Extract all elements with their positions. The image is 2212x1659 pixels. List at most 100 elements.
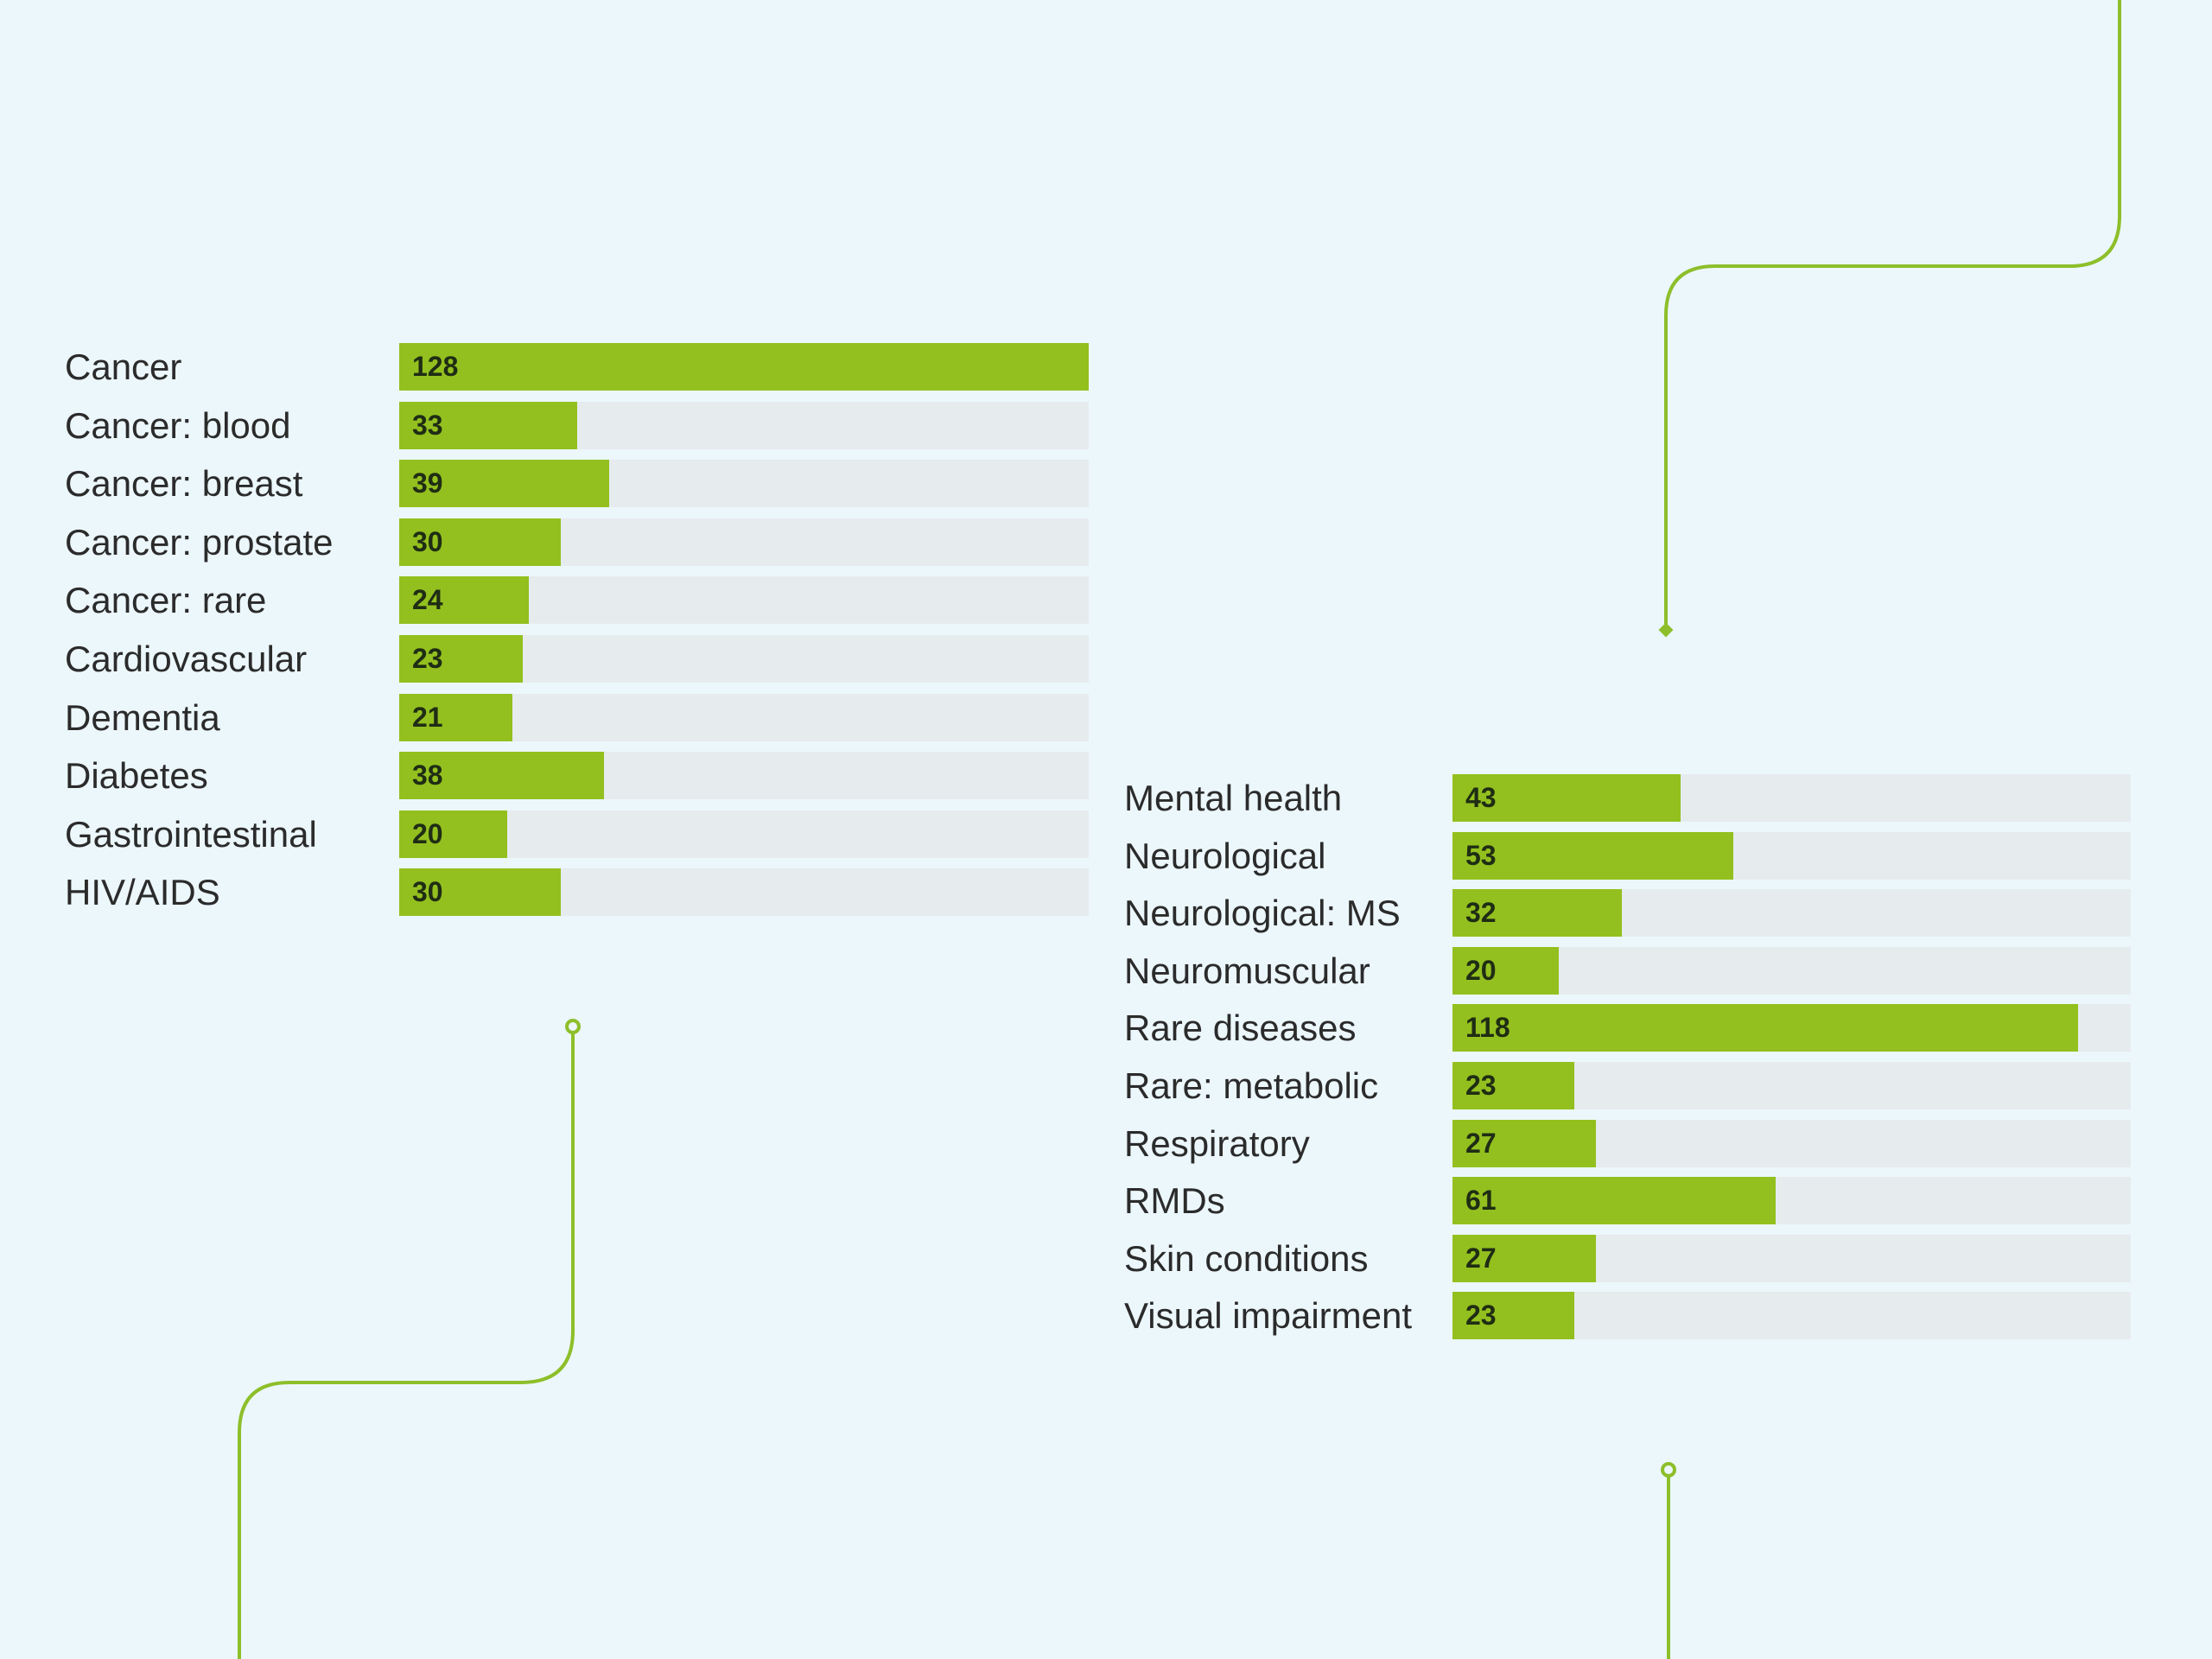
bar-row-cancer-prostate: Cancer: prostate 30 [65,518,1089,566]
bar: 27 [1452,1119,1596,1167]
category-label: Rare diseases [1124,1007,1357,1049]
bar-track: 27 [1452,1119,2131,1167]
category-label: Visual impairment [1124,1295,1413,1337]
bar-row-rare-metabolic: Rare: metabolic 23 [1124,1062,2131,1109]
bar-track: 33 [399,401,1089,449]
bar-value-label: 20 [412,817,443,849]
bar-track: 53 [1452,831,2131,880]
bar-track: 21 [399,693,1089,741]
bar-value-label: 43 [1465,782,1497,813]
bar-track: 61 [1452,1177,2131,1225]
bar-track: 30 [399,518,1089,566]
bar: 53 [1452,831,1734,880]
bar-track: 43 [1452,774,2131,822]
bar: 20 [1452,946,1559,995]
category-label: Mental health [1124,778,1343,818]
bar-row-gastrointestinal: Gastrointestinal 20 [65,810,1089,858]
bar-value-label: 23 [1465,1300,1497,1332]
bar-value-label: 61 [1465,1185,1497,1217]
bar: 30 [399,518,562,566]
bar: 23 [1452,1062,1575,1109]
bar-value-label: 30 [412,876,443,908]
category-label: Diabetes [65,755,208,797]
bar-value-label: 21 [412,701,443,733]
connector-diamond-marker [1658,622,1674,638]
bar-row-rmds: RMDs 61 [1124,1177,2131,1225]
bar-row-dementia: Dementia 21 [65,693,1089,741]
bar-value-label: 33 [412,409,443,441]
bar-track: 27 [1452,1234,2131,1282]
bar-track: 20 [399,810,1089,858]
category-label: HIV/AIDS [65,872,220,913]
bar-row-neuromuscular: Neuromuscular 20 [1124,946,2131,995]
category-label: Neuromuscular [1124,950,1370,991]
bar-value-label: 39 [412,467,443,499]
bar-value-label: 24 [412,584,443,616]
category-label: Dementia [65,696,220,738]
category-label: Cancer: rare [65,580,267,621]
category-label: Neurological [1124,835,1326,876]
bar-row-respiratory: Respiratory 27 [1124,1119,2131,1167]
category-label: Neurological: MS [1124,893,1401,934]
bar: 128 [399,343,1089,391]
connector-circle-marker-right [1661,1462,1676,1478]
bar-row-neurological: Neurological 53 [1124,831,2131,880]
bar: 61 [1452,1177,1777,1225]
bar: 23 [399,635,524,683]
category-label: Cancer: breast [65,463,303,505]
connector-line-top-right [1664,0,2121,624]
bar-row-diabetes: Diabetes 38 [65,752,1089,800]
bar-chart-right: Mental health 43 Neurological 53 Neurologica… [1124,774,2131,1343]
bar-track: 20 [1452,946,2131,995]
category-label: Skin conditions [1124,1237,1369,1279]
category-label: Cancer: prostate [65,521,334,563]
bar-track: 23 [1452,1062,2131,1109]
category-label: Gastrointestinal [65,813,317,855]
category-label: Cardiovascular [65,639,308,679]
bar-value-label: 27 [1465,1127,1497,1159]
category-label: RMDs [1124,1180,1225,1222]
bar-value-label: 128 [412,351,459,382]
connector-circle-marker-left [565,1019,581,1034]
category-label: Cancer: blood [65,404,291,446]
bar-value-label: 38 [412,760,443,791]
bar: 23 [1452,1292,1575,1340]
bar-track: 30 [399,868,1089,917]
bar: 33 [399,401,577,449]
bar-value-label: 27 [1465,1242,1497,1274]
bar-value-label: 23 [1465,1070,1497,1101]
bar: 118 [1452,1004,2078,1052]
bar-track: 118 [1452,1004,2131,1052]
bar-row-neurological-ms: Neurological: MS 32 [1124,889,2131,938]
bar-row-cancer: Cancer 128 [65,343,1089,391]
bar-row-visual-impairment: Visual impairment 23 [1124,1292,2131,1340]
category-label: Rare: metabolic [1124,1065,1379,1106]
bar-value-label: 20 [1465,954,1497,986]
bar-row-hiv-aids: HIV/AIDS 30 [65,868,1089,917]
category-label: Respiratory [1124,1122,1310,1164]
bar: 20 [399,810,507,858]
bar-row-cancer-blood: Cancer: blood 33 [65,401,1089,449]
bar: 39 [399,460,610,508]
bar-track: 38 [399,752,1089,800]
bar-track: 32 [1452,889,2131,938]
bar-row-cardiovascular: Cardiovascular 23 [65,635,1089,683]
bar-row-skin-conditions: Skin conditions 27 [1124,1234,2131,1282]
bar-track: 128 [399,343,1089,391]
bar-track: 39 [399,460,1089,508]
bar: 43 [1452,774,1681,822]
category-label: Cancer [65,346,182,387]
bar-value-label: 23 [412,643,443,674]
bar-row-mental-health: Mental health 43 [1124,774,2131,822]
bar: 21 [399,693,512,741]
bar-chart-left: Cancer 128 Cancer: blood 33 Cancer: breast 39… [65,343,1089,920]
bar-track: 24 [399,576,1089,625]
bar-row-cancer-rare: Cancer: rare 24 [65,576,1089,625]
bar: 24 [399,576,529,625]
bar: 38 [399,752,604,800]
bar: 27 [1452,1234,1596,1282]
bar-track: 23 [399,635,1089,683]
bar-row-cancer-breast: Cancer: breast 39 [65,460,1089,508]
bar-value-label: 53 [1465,839,1497,871]
